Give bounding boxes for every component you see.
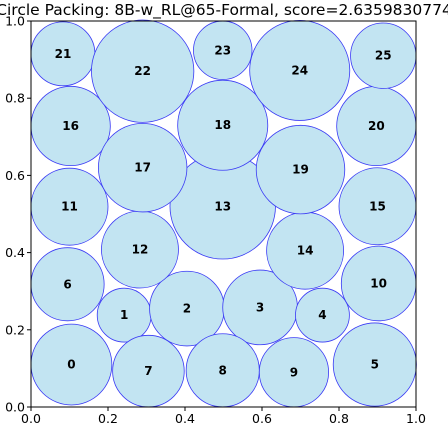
x-tick-label: 1.0 bbox=[406, 411, 426, 426]
chart-title: Circle Packing: 8B-w_RL@65-Formal, score… bbox=[0, 1, 448, 20]
circle-label-20: 20 bbox=[368, 119, 385, 133]
circle-label-15: 15 bbox=[369, 199, 386, 213]
x-tick-label: 0.8 bbox=[329, 411, 349, 426]
circle-label-0: 0 bbox=[67, 358, 75, 372]
circle-label-19: 19 bbox=[292, 163, 309, 177]
x-axis: 0.0 0.2 0.4 0.6 0.8 1.0 bbox=[21, 407, 426, 426]
y-tick-label: 0.0 bbox=[5, 400, 25, 415]
circle-label-23: 23 bbox=[214, 43, 231, 57]
circle-label-3: 3 bbox=[256, 300, 264, 314]
circle-label-12: 12 bbox=[132, 243, 149, 257]
circle-label-11: 11 bbox=[61, 200, 78, 214]
circle-label-16: 16 bbox=[62, 119, 79, 133]
circle-label-8: 8 bbox=[219, 363, 227, 377]
circle-label-9: 9 bbox=[290, 365, 298, 379]
circle-22 bbox=[91, 19, 195, 123]
x-tick-label: 0.4 bbox=[175, 411, 195, 426]
circle-19 bbox=[255, 124, 346, 215]
circle-label-6: 6 bbox=[63, 277, 71, 291]
x-tick-label: 0.0 bbox=[21, 411, 41, 426]
circle-label-5: 5 bbox=[371, 358, 379, 372]
circle-label-14: 14 bbox=[297, 244, 314, 258]
circle-label-21: 21 bbox=[55, 47, 72, 61]
x-tick-label: 0.6 bbox=[252, 411, 272, 426]
circle-label-10: 10 bbox=[370, 276, 387, 290]
circle-label-4: 4 bbox=[318, 308, 326, 322]
circles-layer bbox=[30, 19, 417, 408]
circle-label-22: 22 bbox=[134, 64, 151, 78]
circle-label-24: 24 bbox=[291, 63, 308, 77]
y-tick-label: 1.0 bbox=[5, 14, 25, 29]
x-tick-label: 0.2 bbox=[98, 411, 118, 426]
y-axis: 0.0 0.2 0.4 0.6 0.8 1.0 bbox=[5, 14, 31, 415]
circle-24 bbox=[249, 19, 351, 121]
plot-frame bbox=[30, 20, 417, 408]
circle-label-7: 7 bbox=[144, 364, 152, 378]
circle-label-2: 2 bbox=[183, 302, 191, 316]
y-tick-label: 0.6 bbox=[5, 168, 25, 183]
y-tick-label: 0.8 bbox=[5, 91, 25, 106]
circle-label-25: 25 bbox=[375, 49, 392, 63]
circle-label-13: 13 bbox=[214, 199, 231, 213]
circle-18 bbox=[177, 79, 269, 171]
circle-label-17: 17 bbox=[134, 161, 151, 175]
circle-label-1: 1 bbox=[120, 308, 128, 322]
circle-label-18: 18 bbox=[214, 118, 231, 132]
circle-17 bbox=[97, 123, 188, 213]
y-tick-label: 0.4 bbox=[5, 245, 25, 260]
y-tick-label: 0.2 bbox=[5, 322, 25, 337]
circle-4 bbox=[295, 287, 350, 343]
